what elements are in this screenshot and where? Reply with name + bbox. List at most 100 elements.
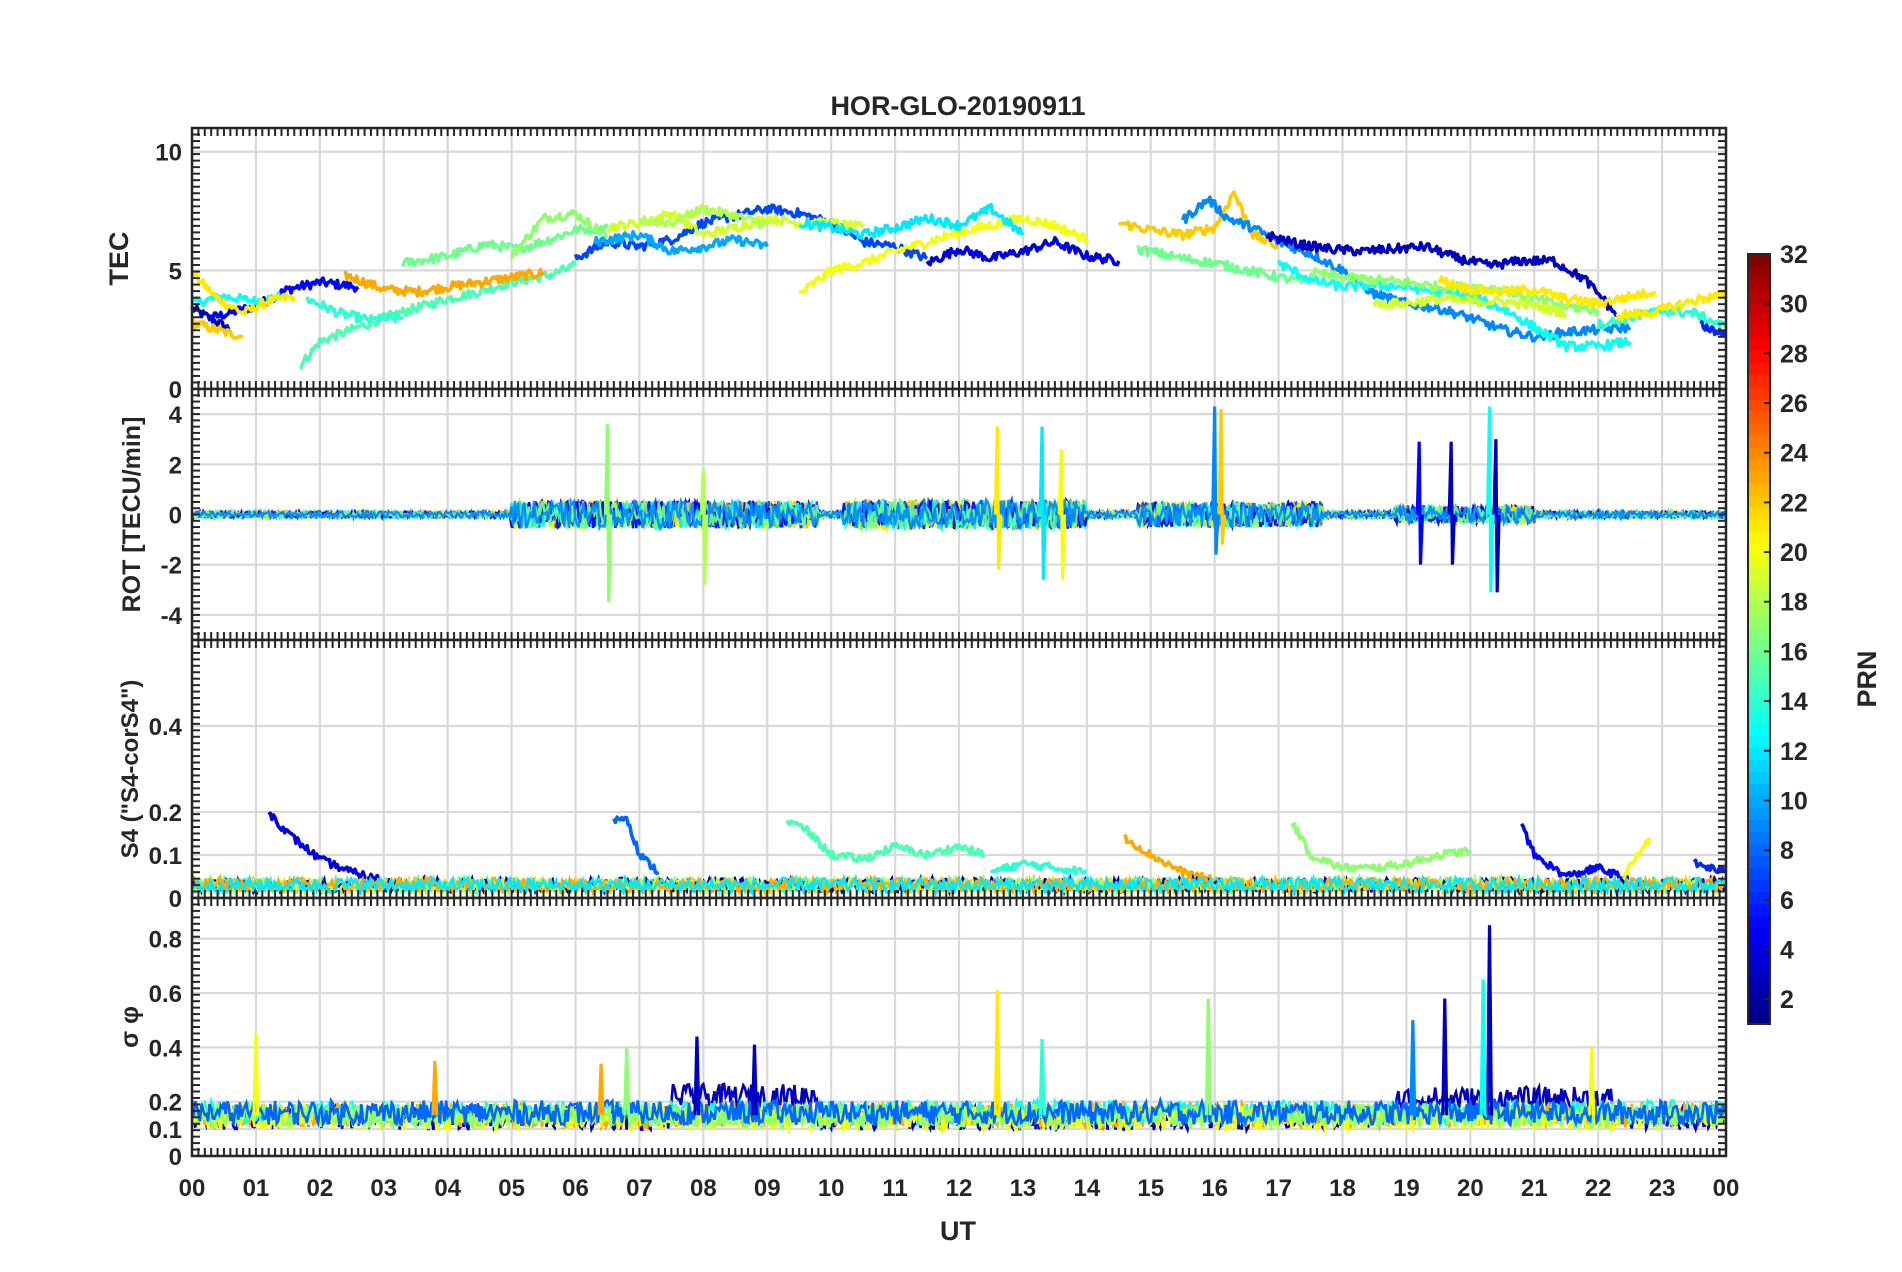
sigma_phi-y-tick-label: 0.1 <box>149 1117 182 1144</box>
tec-series-prn-18 <box>637 204 769 230</box>
colorbar-segment <box>1748 891 1770 905</box>
colorbar-tick-label: 28 <box>1780 340 1808 368</box>
tec-series-prn-14 <box>1596 306 1728 331</box>
colorbar-segment <box>1748 590 1770 604</box>
x-tick-label: 01 <box>243 1175 270 1202</box>
sigma-phi-series-prn-20 <box>190 1101 1728 1136</box>
rot-series-prn-9 <box>191 496 1728 532</box>
colorbar-segment <box>1748 482 1770 496</box>
colorbar-segment <box>1748 939 1770 953</box>
colorbar-segment <box>1748 843 1770 857</box>
colorbar-segment <box>1748 903 1770 917</box>
colorbar-segment <box>1748 554 1770 568</box>
colorbar-segment <box>1748 771 1770 784</box>
rot-spike-prn-3 <box>1447 441 1456 565</box>
rot-spike-prn-9 <box>1211 406 1220 555</box>
tec-series-prn-10 <box>592 229 769 256</box>
sigma-phi-spike-prn-17 <box>1204 998 1212 1116</box>
colorbar-segment <box>1748 795 1770 809</box>
rot-y-tick-label: 4 <box>169 402 183 429</box>
tec-series-prn-17 <box>509 208 608 260</box>
colorbar-segment <box>1748 374 1770 387</box>
x-tick-label: 23 <box>1649 1175 1676 1202</box>
colorbar-label: PRN <box>1852 650 1882 707</box>
colorbar-segment <box>1748 831 1770 845</box>
s4-series-prn-5 <box>1520 822 1632 886</box>
s4-series-prn-6 <box>1692 858 1728 875</box>
colorbar-segment <box>1748 963 1770 977</box>
colorbar-segment <box>1748 807 1770 821</box>
sigma-phi-spike-prn-21 <box>993 990 1001 1116</box>
colorbar-segment <box>1748 518 1770 532</box>
colorbar-segment <box>1748 867 1770 881</box>
tec-series-prn-19 <box>1372 293 1568 319</box>
sigma-phi-spike-prn-23 <box>597 1063 605 1116</box>
s4-grid <box>192 640 1726 900</box>
colorbar-segment <box>1748 651 1770 664</box>
colorbar-segment <box>1748 566 1770 580</box>
colorbar-tick-label: 30 <box>1780 291 1808 319</box>
x-tick-label: 17 <box>1265 1175 1292 1202</box>
tec-y-tick-label: 10 <box>155 140 182 167</box>
colorbar-segment <box>1748 362 1770 375</box>
tec-series-prn-4 <box>925 235 1121 267</box>
colorbar-frame <box>1747 253 1771 1025</box>
sigma_phi-y-tick-label: 0.2 <box>149 1090 182 1117</box>
panel-s4: 0 0.1 0.2 0.4 S4 ("S4-corS4") <box>117 638 1728 913</box>
rot-spike-prn-3 <box>1492 439 1501 593</box>
colorbar-segment <box>1748 879 1770 893</box>
colorbar-segment <box>1748 530 1770 544</box>
x-tick-label: 20 <box>1457 1175 1484 1202</box>
colorbar-segment <box>1748 542 1770 556</box>
rot-spike-prn-18 <box>699 469 709 585</box>
x-tick-label: 16 <box>1201 1175 1228 1202</box>
colorbar-segment <box>1748 975 1770 989</box>
colorbar-tick-label: 24 <box>1780 440 1808 468</box>
x-tick-label: 00 <box>179 1175 206 1202</box>
chart-title: HOR-GLO-20190911 <box>830 91 1085 121</box>
colorbar-segment <box>1748 614 1770 628</box>
x-tick-label: 14 <box>1073 1175 1100 1202</box>
tec-series-prn-19 <box>606 210 865 239</box>
colorbar-segment <box>1748 410 1770 424</box>
s4-series-prn-8 <box>612 815 660 876</box>
s4-series-prn-4 <box>267 811 386 885</box>
tec-y-tick-label: 0 <box>169 377 182 404</box>
s4-ylabel: S4 ("S4-corS4") <box>117 680 144 859</box>
s4-baseline-prn-18 <box>190 873 1726 898</box>
colorbar-tick-label: 14 <box>1780 688 1808 716</box>
tec-y-tick-label: 5 <box>169 258 182 285</box>
x-tick-label: 00 <box>1713 1175 1740 1202</box>
tec-series-prn-20 <box>798 214 1089 294</box>
x-axis-ticks: 00 01 02 03 04 05 06 07 08 09 10 11 12 13 14 15 16 17 18 19… <box>179 1175 1740 1202</box>
colorbar-segment <box>1748 602 1770 616</box>
rot-ylabel: ROT [TECU/min] <box>118 417 146 613</box>
sigma-phi-series-prn-8 <box>190 1095 1728 1129</box>
sigma-phi-spike-prn-14 <box>1038 1039 1046 1116</box>
colorbar-segment <box>1748 747 1770 760</box>
colorbar-tick-label: 32 <box>1780 241 1808 269</box>
s4-series-prn-17 <box>1290 822 1472 873</box>
sigma_phi-y-tick-label: 0.8 <box>149 927 182 954</box>
colorbar-tick-label: 22 <box>1780 489 1808 517</box>
rot-spike-prn-22 <box>1217 409 1226 545</box>
rot-spike-prn-20 <box>1057 449 1067 580</box>
tec-series-prn-22 <box>1117 190 1279 250</box>
colorbar-segment <box>1748 927 1770 941</box>
colorbar-segment <box>1748 494 1770 508</box>
sigma-phi-spike-prn-3 <box>693 1036 701 1116</box>
colorbar-segment <box>1748 314 1770 327</box>
colorbar-segment <box>1748 819 1770 833</box>
colorbar-segment <box>1748 434 1770 448</box>
colorbar-segment <box>1748 675 1770 688</box>
tec-series-prn-23 <box>343 267 545 298</box>
rot-lines <box>190 406 1728 603</box>
x-axis-label: UT <box>940 1216 976 1246</box>
colorbar-segment <box>1748 783 1770 797</box>
sigma_phi-y-tick-label: 0.6 <box>149 981 182 1008</box>
tec-series-prn-16 <box>1136 245 1311 284</box>
rot-y-tick-label: -4 <box>161 603 183 630</box>
colorbar-segment <box>1748 987 1770 1001</box>
x-tick-label: 12 <box>946 1175 973 1202</box>
x-tick-label: 18 <box>1329 1175 1356 1202</box>
